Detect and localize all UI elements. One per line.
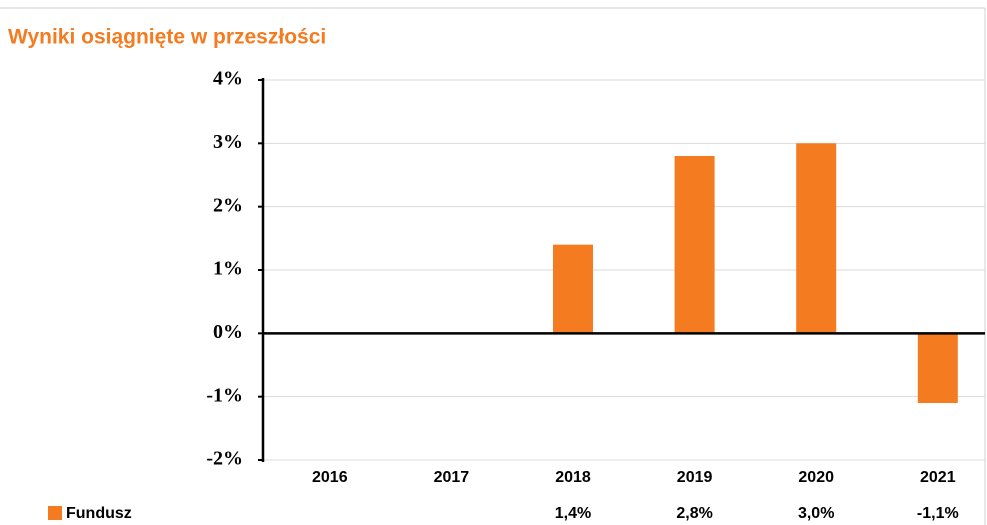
y-tick-label: -1% [206, 384, 243, 406]
x-tick-label: 2017 [434, 469, 470, 486]
y-tick-label: 3% [213, 131, 243, 153]
data-label: 3,0% [798, 505, 834, 522]
data-label: 1,4% [555, 505, 591, 522]
x-tick-label: 2018 [555, 469, 591, 486]
x-tick-label: 2019 [677, 469, 713, 486]
bar [796, 143, 837, 334]
data-label: 2,8% [676, 505, 712, 522]
x-tick-label: 2016 [312, 469, 348, 486]
chart-title: Wyniki osiągnięte w przeszłości [8, 26, 326, 49]
data-label: -1,1% [917, 505, 959, 522]
y-tick-label: 2% [213, 194, 243, 216]
y-tick-label: 0% [213, 321, 243, 343]
legend-label: Fundusz [66, 505, 132, 522]
x-tick-label: 2021 [920, 469, 956, 486]
bar [553, 244, 593, 334]
bar [674, 156, 715, 334]
x-tick-label: 2020 [798, 469, 834, 486]
legend-swatch [48, 506, 62, 520]
bar [917, 333, 958, 403]
y-tick-label: 4% [213, 68, 243, 90]
y-tick-label: 1% [213, 258, 243, 280]
y-tick-label: -2% [206, 448, 243, 470]
